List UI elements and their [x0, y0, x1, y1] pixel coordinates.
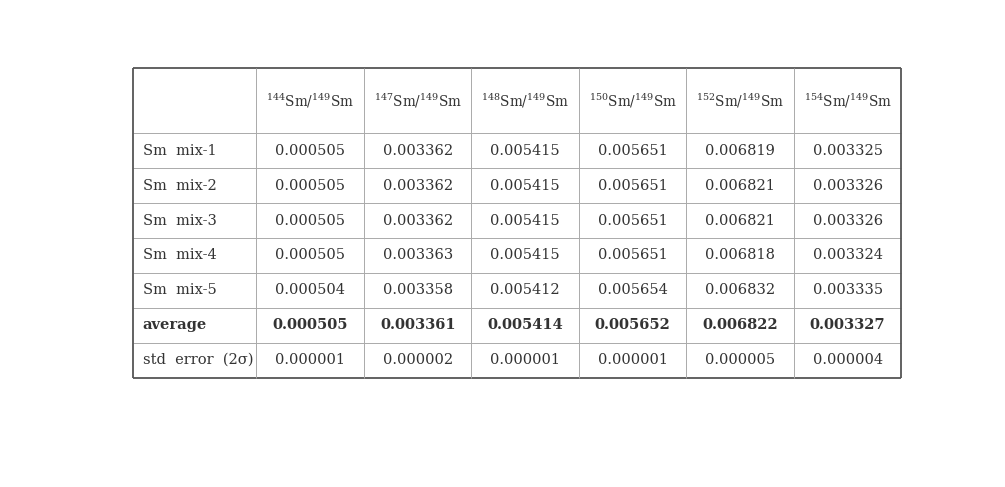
Text: 0.000505: 0.000505 — [272, 318, 348, 332]
Text: 0.006821: 0.006821 — [706, 179, 775, 193]
Text: 0.003325: 0.003325 — [813, 144, 882, 158]
Text: $\mathregular{^{144}}$Sm/$\mathregular{^{149}}$Sm: $\mathregular{^{144}}$Sm/$\mathregular{^… — [266, 92, 355, 110]
Text: 0.006822: 0.006822 — [702, 318, 778, 332]
Text: average: average — [143, 318, 207, 332]
Text: 0.006821: 0.006821 — [706, 214, 775, 227]
Text: 0.005414: 0.005414 — [487, 318, 563, 332]
Text: 0.000504: 0.000504 — [275, 283, 346, 298]
Text: 0.003324: 0.003324 — [813, 248, 882, 262]
Text: 0.005415: 0.005415 — [490, 248, 560, 262]
Text: 0.000001: 0.000001 — [275, 353, 346, 367]
Text: std  error  (2σ): std error (2σ) — [143, 353, 253, 367]
Text: 0.003335: 0.003335 — [813, 283, 882, 298]
Text: Sm  mix-1: Sm mix-1 — [143, 144, 216, 158]
Text: Sm  mix-4: Sm mix-4 — [143, 248, 216, 262]
Text: 0.000005: 0.000005 — [706, 353, 775, 367]
Text: 0.000505: 0.000505 — [275, 248, 346, 262]
Text: 0.005412: 0.005412 — [490, 283, 560, 298]
Text: 0.006818: 0.006818 — [706, 248, 775, 262]
Text: 0.003362: 0.003362 — [383, 214, 453, 227]
Text: 0.000505: 0.000505 — [275, 214, 346, 227]
Text: 0.003362: 0.003362 — [383, 144, 453, 158]
Text: 0.006832: 0.006832 — [706, 283, 775, 298]
Text: 0.005654: 0.005654 — [598, 283, 667, 298]
Text: 0.005415: 0.005415 — [490, 214, 560, 227]
Text: 0.005651: 0.005651 — [598, 144, 667, 158]
Text: 0.000001: 0.000001 — [490, 353, 560, 367]
Text: Sm  mix-5: Sm mix-5 — [143, 283, 216, 298]
Text: 0.005415: 0.005415 — [490, 144, 560, 158]
Text: $\mathregular{^{148}}$Sm/$\mathregular{^{149}}$Sm: $\mathregular{^{148}}$Sm/$\mathregular{^… — [481, 92, 569, 110]
Text: 0.003326: 0.003326 — [813, 214, 882, 227]
Text: 0.000002: 0.000002 — [383, 353, 453, 367]
Text: 0.005651: 0.005651 — [598, 214, 667, 227]
Text: 0.005652: 0.005652 — [595, 318, 670, 332]
Text: $\mathregular{^{150}}$Sm/$\mathregular{^{149}}$Sm: $\mathregular{^{150}}$Sm/$\mathregular{^… — [589, 92, 676, 110]
Text: 0.003363: 0.003363 — [383, 248, 453, 262]
Text: 0.003358: 0.003358 — [383, 283, 453, 298]
Text: $\mathregular{^{147}}$Sm/$\mathregular{^{149}}$Sm: $\mathregular{^{147}}$Sm/$\mathregular{^… — [374, 92, 461, 110]
Text: 0.005651: 0.005651 — [598, 179, 667, 193]
Text: 0.003362: 0.003362 — [383, 179, 453, 193]
Text: $\mathregular{^{154}}$Sm/$\mathregular{^{149}}$Sm: $\mathregular{^{154}}$Sm/$\mathregular{^… — [804, 92, 891, 110]
Text: 0.003327: 0.003327 — [810, 318, 885, 332]
Text: $\mathregular{^{152}}$Sm/$\mathregular{^{149}}$Sm: $\mathregular{^{152}}$Sm/$\mathregular{^… — [696, 92, 784, 110]
Text: 0.003326: 0.003326 — [813, 179, 882, 193]
Text: 0.000505: 0.000505 — [275, 144, 346, 158]
Text: 0.006819: 0.006819 — [706, 144, 775, 158]
Text: 0.005651: 0.005651 — [598, 248, 667, 262]
Text: 0.000001: 0.000001 — [598, 353, 667, 367]
Text: 0.000505: 0.000505 — [275, 179, 346, 193]
Text: 0.000004: 0.000004 — [813, 353, 882, 367]
Text: Sm  mix-3: Sm mix-3 — [143, 214, 217, 227]
Text: 0.003361: 0.003361 — [380, 318, 455, 332]
Text: 0.005415: 0.005415 — [490, 179, 560, 193]
Text: Sm  mix-2: Sm mix-2 — [143, 179, 216, 193]
